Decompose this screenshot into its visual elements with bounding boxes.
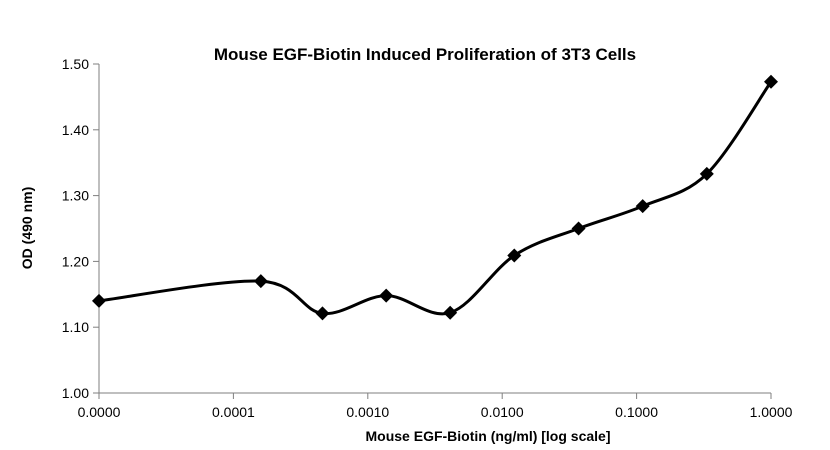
- data-point-marker: [699, 166, 714, 181]
- y-tick-label: 1.40: [62, 122, 89, 138]
- x-axis-ticks: 0.0000 0.0001 0.0010 0.0100 0.1000 1.0000: [78, 393, 793, 420]
- data-point-marker: [635, 199, 650, 214]
- data-point-marker: [571, 221, 586, 236]
- data-point-marker: [315, 306, 330, 321]
- y-tick-label: 1.50: [62, 56, 89, 72]
- x-tick-label: 0.0000: [78, 404, 121, 420]
- x-axis-title: Mouse EGF-Biotin (ng/ml) [log scale]: [366, 428, 611, 444]
- x-tick-label: 0.0100: [481, 404, 524, 420]
- series-markers: [92, 74, 778, 321]
- x-tick-label: 0.0010: [346, 404, 389, 420]
- data-point-marker: [253, 274, 268, 289]
- x-tick-label: 0.1000: [615, 404, 658, 420]
- y-tick-label: 1.20: [62, 253, 89, 269]
- series-line: [98, 80, 773, 316]
- y-tick-label: 1.30: [62, 188, 89, 204]
- data-point-marker: [507, 248, 522, 263]
- chart-title: Mouse EGF-Biotin Induced Proliferation o…: [214, 45, 636, 64]
- x-tick-label: 0.0001: [212, 404, 255, 420]
- y-axis-ticks: 1.00 1.10 1.20 1.30 1.40 1.50: [62, 56, 99, 401]
- data-point-marker: [764, 74, 778, 89]
- data-point-marker: [443, 305, 458, 320]
- data-point-marker: [379, 288, 394, 303]
- y-tick-label: 1.10: [62, 319, 89, 335]
- x-tick-label: 1.0000: [750, 404, 793, 420]
- data-point-marker: [92, 293, 106, 308]
- y-tick-label: 1.00: [62, 385, 89, 401]
- y-axis-title: OD (490 nm): [19, 187, 35, 269]
